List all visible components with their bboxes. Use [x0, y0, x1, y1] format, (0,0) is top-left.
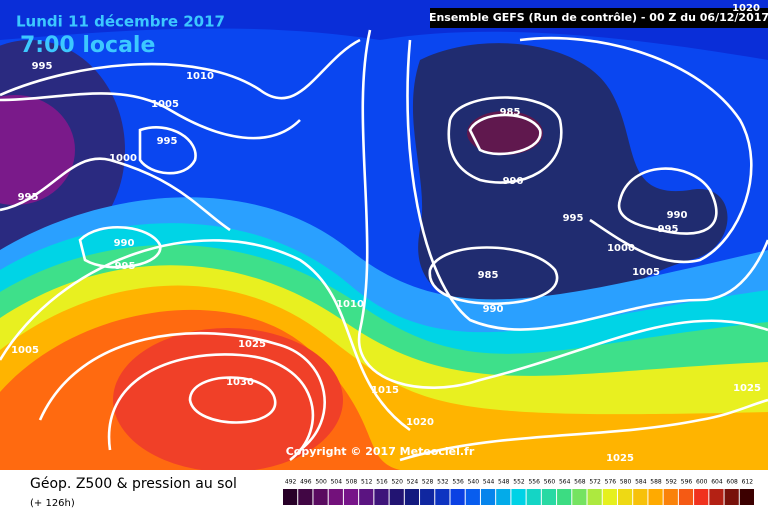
- colorbar-label: 584: [635, 479, 647, 486]
- pressure-label: 1005: [632, 267, 660, 278]
- colorbar-label: 560: [544, 479, 556, 486]
- colorbar-label: 572: [589, 479, 601, 486]
- colorbar-label: 520: [391, 479, 403, 486]
- colorbar-label: 604: [711, 479, 723, 486]
- colorbar-label: 600: [696, 479, 708, 486]
- footer-title: Géop. Z500 & pression au sol: [30, 476, 237, 492]
- copyright: Copyright © 2017 Meteociel.fr: [286, 445, 475, 458]
- pressure-label: 1005: [151, 99, 179, 110]
- colorbar-swatch: [618, 489, 632, 505]
- colorbar-label: 588: [650, 479, 662, 486]
- colorbar-label: 608: [726, 479, 738, 486]
- colorbar-swatch: [496, 489, 510, 505]
- colorbar-label: 548: [498, 479, 510, 486]
- colorbar-label: 592: [666, 479, 678, 486]
- colorbar-swatch: [405, 489, 419, 505]
- colorbar-label: 508: [346, 479, 358, 486]
- colorbar-swatch: [679, 489, 693, 505]
- colorbar-label: 536: [452, 479, 464, 486]
- colorbar-swatch: [557, 489, 571, 505]
- colorbar-label: 556: [528, 479, 540, 486]
- pressure-label: 985: [478, 270, 499, 281]
- pressure-label: 1015: [371, 385, 399, 396]
- colorbar-label: 516: [376, 479, 388, 486]
- colorbar-swatch: [390, 489, 404, 505]
- colorbar-label: 496: [300, 479, 312, 486]
- colorbar-label: 504: [331, 479, 343, 486]
- pressure-label: 995: [18, 192, 39, 203]
- colorbar-label: 564: [559, 479, 571, 486]
- colorbar-swatch: [344, 489, 358, 505]
- pressure-label: 1010: [336, 299, 364, 310]
- pressure-label: 1000: [607, 243, 635, 254]
- colorbar-label: 552: [513, 479, 525, 486]
- colorbar-swatch: [725, 489, 739, 505]
- colorbar-label: 612: [742, 479, 754, 486]
- colorbar-label: 500: [315, 479, 327, 486]
- colorbar-swatch: [359, 489, 373, 505]
- colorbar-label: 528: [422, 479, 434, 486]
- colorbar-swatch: [694, 489, 708, 505]
- colorbar-label: 532: [437, 479, 449, 486]
- colorbar-swatch: [633, 489, 647, 505]
- colorbar-swatch: [450, 489, 464, 505]
- colorbar-swatch: [374, 489, 388, 505]
- pressure-label: 990: [503, 176, 524, 187]
- colorbar-swatch: [588, 489, 602, 505]
- colorbar-label: 580: [620, 479, 632, 486]
- colorbar-swatch: [603, 489, 617, 505]
- colorbar-label: 544: [483, 479, 495, 486]
- colorbar-swatch: [329, 489, 343, 505]
- pressure-label: 1030: [226, 377, 254, 388]
- pressure-label: 990: [667, 210, 688, 221]
- colorbar-swatch: [527, 489, 541, 505]
- colorbar-swatch: [511, 489, 525, 505]
- colorbar-label: 540: [468, 479, 480, 486]
- colorbar-swatch: [435, 489, 449, 505]
- colorbar-label: 576: [605, 479, 617, 486]
- pressure-label: 995: [157, 136, 178, 147]
- pressure-label: 990: [114, 238, 135, 249]
- colorbar-swatch: [298, 489, 312, 505]
- colorbar-swatch: [481, 489, 495, 505]
- model-title: Ensemble GEFS (Run de contrôle) - 00 Z d…: [429, 11, 768, 24]
- colorbar-swatch: [283, 489, 297, 505]
- pressure-label: 995: [563, 213, 584, 224]
- pressure-label: 1025: [606, 453, 634, 464]
- pressure-label: 985: [500, 107, 521, 118]
- pressure-label: 1000: [109, 153, 137, 164]
- colorbar-label: 524: [407, 479, 419, 486]
- pressure-label: 995: [115, 261, 136, 272]
- pressure-label: 1010: [186, 71, 214, 82]
- pressure-label: 1020: [732, 3, 760, 14]
- pressure-label: 1005: [11, 345, 39, 356]
- colorbar-label: 596: [681, 479, 693, 486]
- colorbar-swatch: [572, 489, 586, 505]
- colorbar-swatch: [709, 489, 723, 505]
- colorbar-swatch: [313, 489, 327, 505]
- colorbar-swatch: [466, 489, 480, 505]
- colorbar-swatch: [542, 489, 556, 505]
- colorbar-swatch: [740, 489, 754, 505]
- date-title: Lundi 11 décembre 2017: [16, 13, 225, 31]
- pressure-label: 995: [658, 224, 679, 235]
- pressure-label: 995: [32, 61, 53, 72]
- colorbar-label: 568: [574, 479, 586, 486]
- pressure-label: 990: [483, 304, 504, 315]
- colorbar-swatch: [664, 489, 678, 505]
- colorbar-swatch: [420, 489, 434, 505]
- footer-lead: (+ 126h): [30, 498, 75, 509]
- colorbar-label: 512: [361, 479, 373, 486]
- colorbar-label: 492: [285, 479, 297, 486]
- pressure-label: 1025: [733, 383, 761, 394]
- colorbar-swatch: [648, 489, 662, 505]
- pressure-label: 1025: [238, 339, 266, 350]
- pressure-label: 1020: [406, 417, 434, 428]
- time-title: 7:00 locale: [20, 33, 155, 58]
